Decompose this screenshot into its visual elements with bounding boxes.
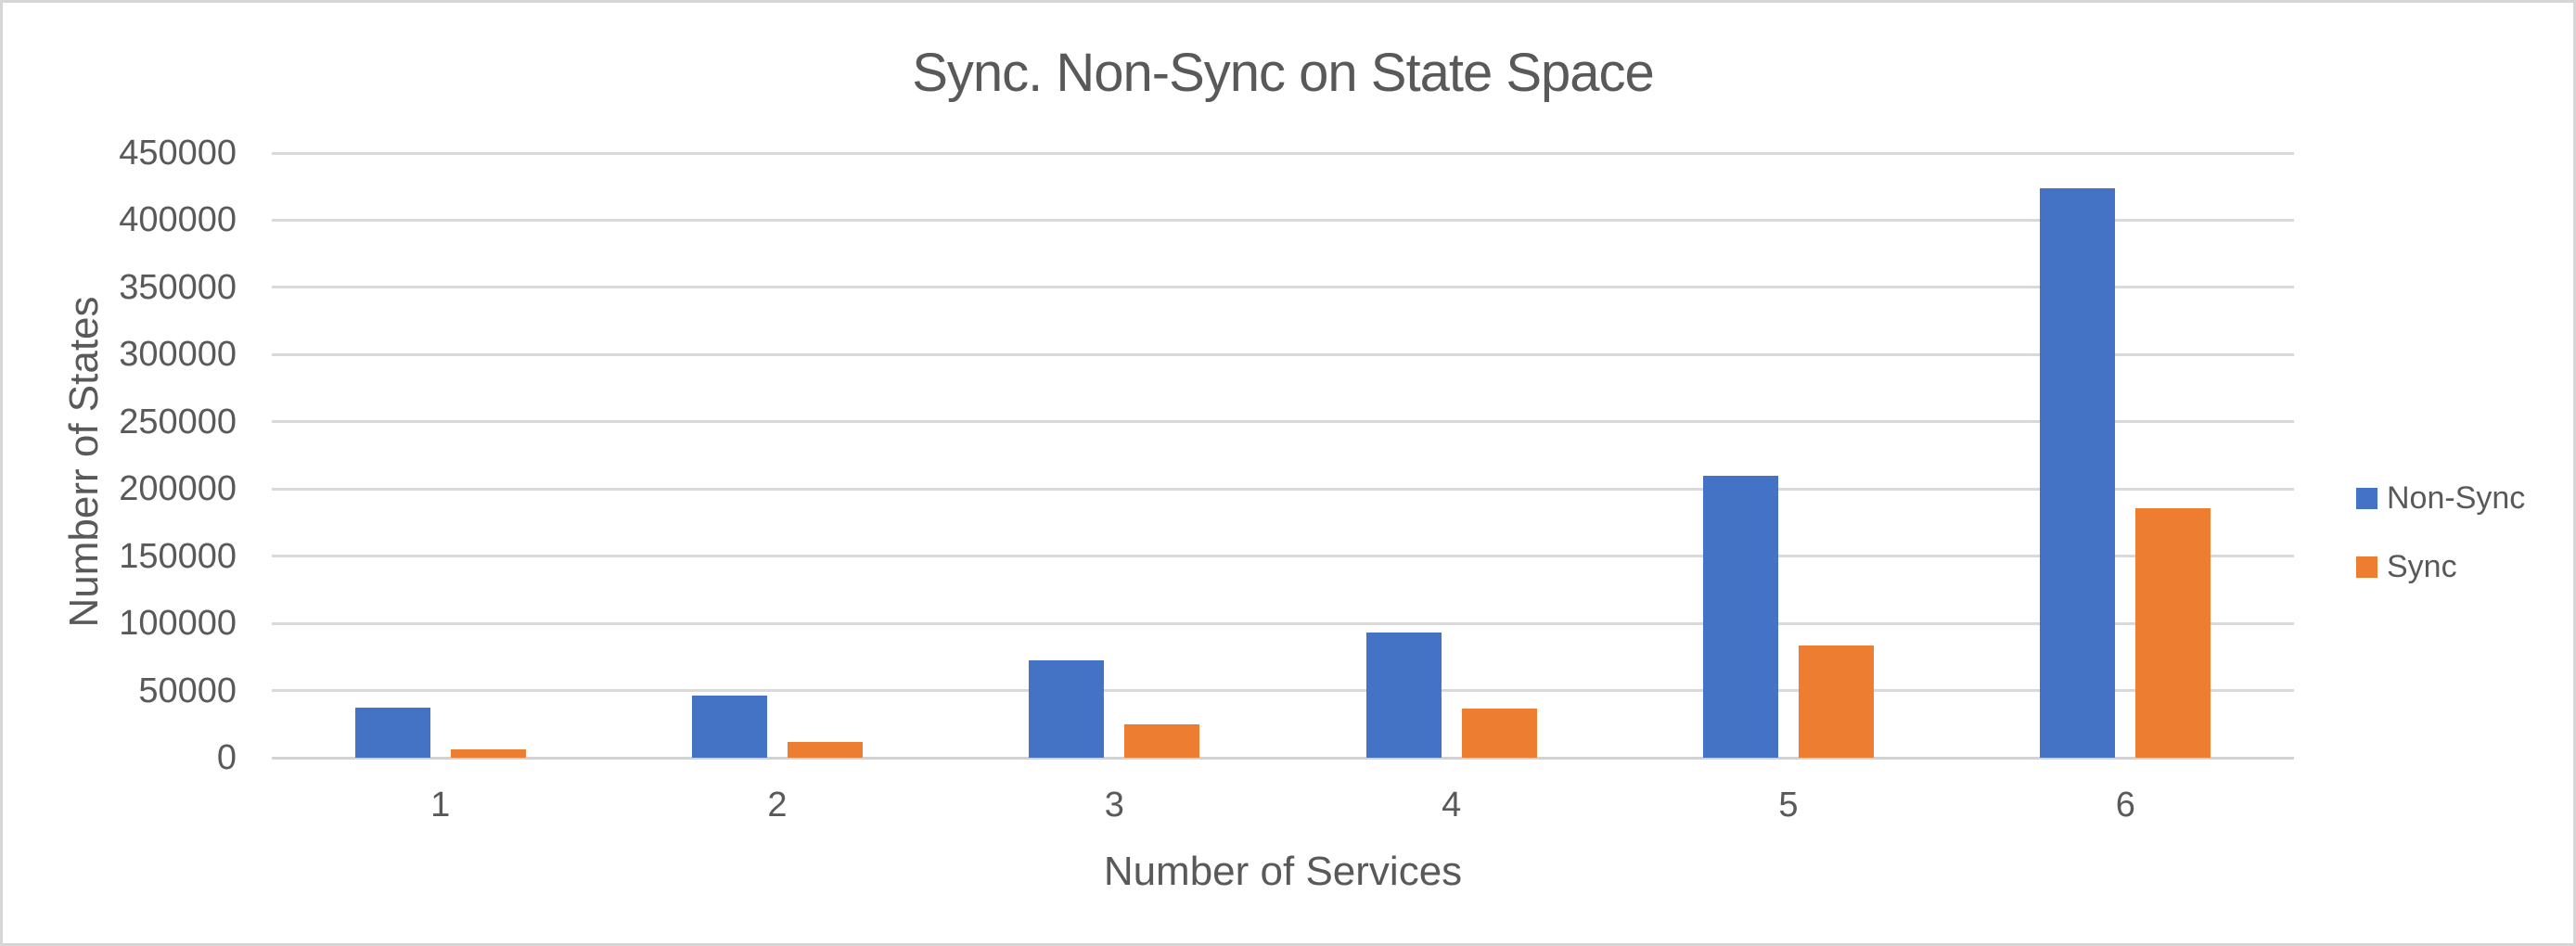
y-axis-tick-labels: 0 50000 100000 150000 200000 250000 300000 3500… [40,135,237,775]
gridline [272,689,2294,693]
gridline [272,218,2294,222]
bar-sync-4 [1461,709,1537,758]
x-axis-category-labels: 1 2 3 4 5 6 [272,786,2294,833]
x-category-label: 4 [1442,786,1462,825]
bar-sync-2 [788,742,863,758]
legend-item-non-sync: Non-Sync [2356,478,2525,518]
bar-non-sync-4 [1365,633,1442,758]
gridline [272,420,2294,424]
gridline [272,286,2294,289]
bar-sync-5 [1799,646,1874,758]
y-tick-label: 400000 [119,200,237,240]
plot-area [272,151,2294,760]
legend-label-sync: Sync [2387,549,2457,585]
x-category-label: 3 [1104,786,1124,825]
y-tick-label: 100000 [119,604,237,644]
gridline [272,151,2294,155]
bar-sync-3 [1124,723,1200,758]
legend-swatch-sync [2356,556,2377,578]
x-category-label: 1 [430,786,451,825]
x-axis-title: Number of Services [1103,849,1463,894]
bar-non-sync-6 [2040,187,2116,758]
bar-sync-6 [2135,507,2211,758]
y-tick-label: 350000 [119,267,237,307]
legend-item-sync: Sync [2356,546,2525,587]
x-axis-line [272,756,2294,760]
x-category-label: 2 [767,786,788,825]
x-category-label: 6 [2115,786,2135,825]
bar-non-sync-1 [354,708,430,758]
gridline [272,352,2294,356]
y-tick-label: 450000 [119,134,237,173]
gridline [272,487,2294,491]
bar-non-sync-3 [1029,659,1105,758]
gridline [272,621,2294,625]
y-tick-label: 200000 [119,469,237,509]
legend-label-non-sync: Non-Sync [2387,480,2526,516]
x-category-label: 5 [1778,786,1799,825]
y-tick-label: 300000 [119,335,237,375]
legend: Non-Sync Sync [2356,478,2525,587]
bar-sync-1 [450,749,526,758]
bar-non-sync-5 [1703,475,1778,758]
chart-title: Sync. Non-Sync on State Space [912,43,1655,103]
bar-non-sync-2 [692,696,767,758]
y-tick-label: 250000 [119,402,237,441]
y-tick-label: 150000 [119,536,237,576]
y-tick-label: 50000 [138,671,237,710]
y-tick-label: 0 [216,738,237,777]
gridline [272,555,2294,558]
legend-swatch-non-sync [2356,487,2377,509]
